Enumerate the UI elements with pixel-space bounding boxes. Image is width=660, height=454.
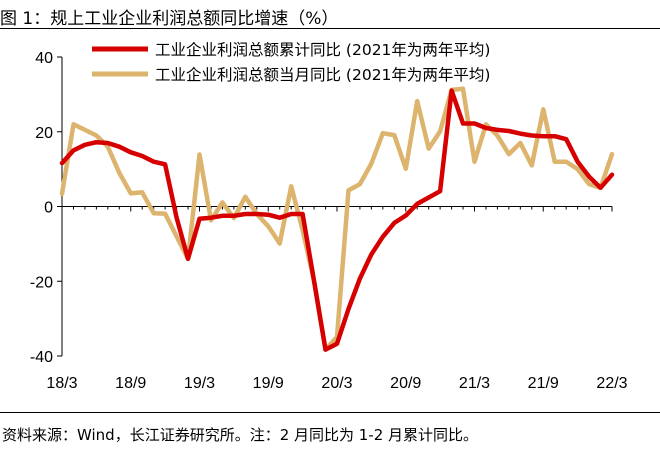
- x-tick-label: 20/3: [321, 375, 352, 392]
- legend-label-cumulative: 工业企业利润总额累计同比 (2021年为两年平均): [155, 41, 490, 59]
- y-tick-label: 0: [44, 200, 53, 217]
- title-divider: [0, 28, 660, 29]
- y-tick-label: 40: [35, 50, 53, 67]
- source-note: 资料来源：Wind，长江证券研究所。注：2 月同比为 1-2 月累计同比。: [2, 426, 479, 444]
- x-tick-label: 20/9: [390, 375, 421, 392]
- source-divider: [0, 412, 660, 413]
- series-lines: [59, 86, 615, 352]
- x-tick-label: 19/9: [253, 375, 284, 392]
- chart-title: 图 1：规上工业企业利润总额同比增速（%）: [0, 9, 339, 29]
- x-tick-label: 18/3: [46, 375, 77, 392]
- x-tick-label: 22/3: [596, 375, 627, 392]
- chart-axes: -40 -20 0 20 40 18/3 18/9 19/3 19/9 20/3 20/9 21/3 2…: [30, 50, 628, 392]
- y-tick-label: -20: [30, 274, 53, 291]
- x-tick-label: 19/3: [184, 375, 215, 392]
- x-tick-label: 21/3: [459, 375, 490, 392]
- x-tick-label: 21/9: [528, 375, 559, 392]
- legend-label-monthly: 工业企业利润总额当月同比 (2021年为两年平均): [155, 66, 490, 84]
- chart-legend: 工业企业利润总额累计同比 (2021年为两年平均) 工业企业利润总额当月同比 (2…: [92, 41, 490, 84]
- series-line-monthly: [59, 86, 615, 352]
- x-tick-label: 18/9: [115, 375, 146, 392]
- y-tick-label: 20: [35, 125, 53, 142]
- y-tick-label: -40: [30, 349, 53, 366]
